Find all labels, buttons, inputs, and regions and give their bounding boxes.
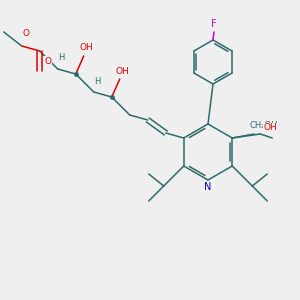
Text: F: F xyxy=(211,19,217,29)
Text: OH: OH xyxy=(116,67,130,76)
Text: O: O xyxy=(44,56,51,65)
Text: N: N xyxy=(204,182,212,192)
Text: OH: OH xyxy=(263,124,277,133)
Text: H: H xyxy=(94,76,101,85)
Text: CH₂OH: CH₂OH xyxy=(250,122,278,130)
Text: H: H xyxy=(58,53,65,62)
Text: O: O xyxy=(22,29,29,38)
Text: OH: OH xyxy=(80,44,94,52)
